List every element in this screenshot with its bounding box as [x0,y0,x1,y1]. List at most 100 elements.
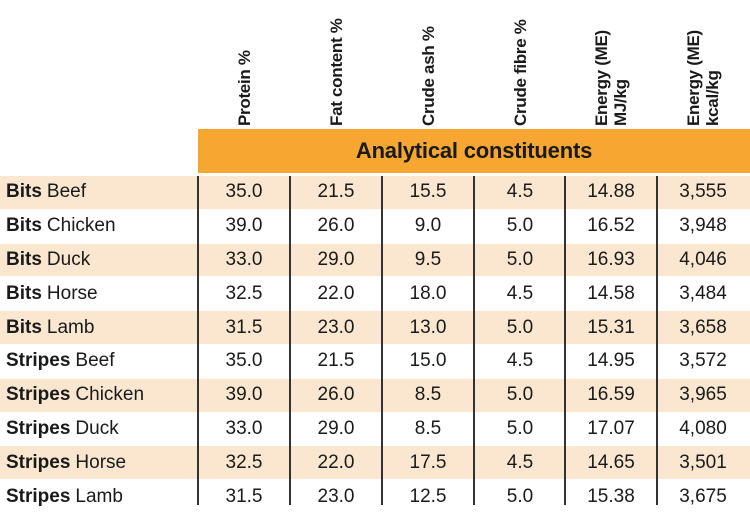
table-cell: 5.0 [506,316,534,338]
table-cell: 32.5 [225,282,263,304]
row-flavour: Chicken [75,384,145,406]
table-cell: 29.0 [317,248,355,270]
column-header-label: Fat content % [327,18,346,126]
row-label: Stripes Beef [6,345,115,378]
column-header: Energy (ME) MJ/kg [565,0,657,126]
row-flavour: Beef [75,350,115,372]
table-row: Stripes Lamb 31.5 23.0 12.5 5.0 15.38 3,675 [0,480,750,514]
column-header-line: Energy (ME) [592,30,611,126]
table-cell: 5.0 [506,485,534,507]
row-label: Bits Beef [6,176,86,209]
table-cell: 14.88 [587,181,635,203]
column-header-line: kcal/kg [703,70,722,126]
table-cell: 8.5 [414,384,442,406]
column-divider [197,176,199,505]
table-cell: 33.0 [225,248,263,270]
row-label: Stripes Chicken [6,379,144,412]
column-headers: Protein % Fat content % Crude ash % Crude f… [195,0,750,130]
column-divider [381,176,383,505]
group-header-band: Analytical constituents [198,129,750,173]
table-cell: 12.5 [409,485,447,507]
table-cell: 4,046 [679,248,727,270]
table-cell: 35.0 [225,350,263,372]
row-flavour: Horse [75,451,127,473]
row-brand: Bits [6,282,42,304]
table-cell: 4,080 [679,417,727,439]
table-cell: 32.5 [225,451,263,473]
row-brand: Bits [6,181,42,203]
column-header-label: Crude ash % [419,26,438,126]
table-cell: 29.0 [317,417,355,439]
row-label: Bits Chicken [6,210,116,243]
table-cell: 17.5 [409,451,447,473]
table-cell: 16.93 [587,248,635,270]
table-cell: 15.0 [409,350,447,372]
table-cell: 15.38 [587,485,635,507]
table-row: Bits Duck 33.0 29.0 9.5 5.0 16.93 4,046 [0,243,750,278]
table-cell: 21.5 [317,350,355,372]
row-brand: Stripes [6,350,71,372]
table-row: Bits Horse 32.5 22.0 18.0 4.5 14.58 3,484 [0,277,750,312]
table-cell: 3,948 [679,215,727,237]
column-divider [656,176,658,505]
row-brand: Stripes [6,451,71,473]
row-label: Bits Horse [6,277,98,310]
row-brand: Stripes [6,485,71,507]
table-cell: 13.0 [409,316,447,338]
row-brand: Bits [6,316,42,338]
table-row: Stripes Duck 33.0 29.0 8.5 5.0 17.07 4,080 [0,413,750,447]
table-row: Stripes Chicken 39.0 26.0 8.5 5.0 16.59 3,965 [0,378,750,413]
column-header-line: MJ/kg [611,79,630,126]
table-cell: 26.0 [317,384,355,406]
table-cell: 16.59 [587,384,635,406]
row-label: Stripes Horse [6,446,126,479]
table-cell: 14.65 [587,451,635,473]
row-brand: Bits [6,248,42,270]
table-cell: 26.0 [317,215,355,237]
table-cell: 4.5 [506,282,534,304]
row-flavour: Chicken [46,215,116,237]
table-cell: 14.95 [587,350,635,372]
table-cell: 35.0 [225,181,263,203]
column-header: Protein % [198,0,290,126]
column-header-line: Crude fibre % [510,19,530,126]
table-cell: 9.5 [414,248,442,270]
column-header-line: Protein % [234,50,254,126]
column-divider [289,176,291,505]
table-cell: 3,572 [679,350,727,372]
table-cell: 8.5 [414,417,442,439]
table-cell: 21.5 [317,181,355,203]
table-cell: 22.0 [317,451,355,473]
table-cell: 4.5 [506,181,534,203]
column-header: Crude ash % [382,0,474,126]
table-cell: 15.31 [587,316,635,338]
column-header-label: Energy (ME) MJ/kg [592,30,630,126]
table-cell: 5.0 [506,384,534,406]
row-flavour: Beef [46,181,86,203]
column-divider [564,176,566,505]
table-cell: 3,675 [679,485,727,507]
column-header: Fat content % [290,0,382,126]
table-cell: 9.0 [414,215,442,237]
table-cell: 22.0 [317,282,355,304]
column-header-label: Protein % [235,50,254,126]
table-cell: 15.5 [409,181,447,203]
table-cell: 3,484 [679,282,727,304]
column-header-line: Fat content % [326,18,346,126]
table-cell: 3,658 [679,316,727,338]
row-label: Stripes Lamb [6,480,123,513]
row-flavour: Lamb [46,316,95,338]
table-row: Bits Lamb 31.5 23.0 13.0 5.0 15.31 3,658 [0,311,750,345]
table-body: Bits Beef 35.0 21.5 15.5 4.5 14.88 3,555 Bits Chi… [0,176,750,514]
column-header: Crude fibre % [474,0,566,126]
table-cell: 17.07 [587,417,635,439]
table-cell: 4.5 [506,451,534,473]
row-flavour: Horse [46,282,98,304]
table-cell: 33.0 [225,417,263,439]
table-cell: 18.0 [409,282,447,304]
table-row: Stripes Horse 32.5 22.0 17.5 4.5 14.65 3,501 [0,446,750,481]
table-cell: 4.5 [506,350,534,372]
table-row: Stripes Beef 35.0 21.5 15.0 4.5 14.95 3,572 [0,345,750,379]
column-header-label: Energy (ME) kcal/kg [684,30,722,126]
